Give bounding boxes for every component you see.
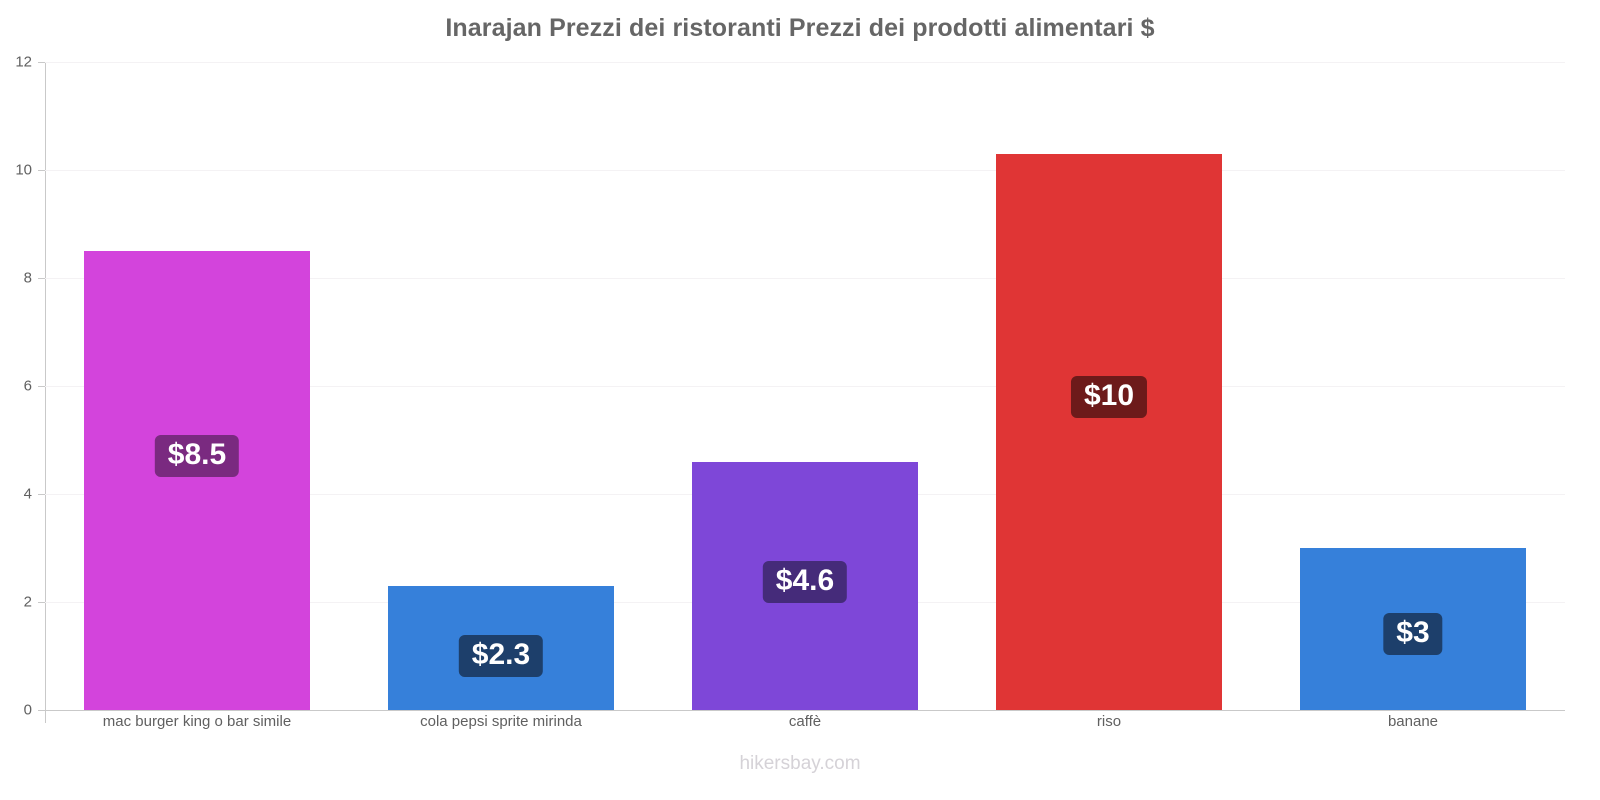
bar[interactable]: $2.3 [387,585,615,710]
y-tick-label: 2 [23,593,32,611]
bar[interactable]: $4.6 [691,461,919,710]
bar-value-label: $2.3 [458,635,544,678]
x-axis-origin-tick [45,711,46,723]
gridline-0 [45,710,1565,711]
chart-title: Inarajan Prezzi dei ristoranti Prezzi de… [445,14,1155,42]
gridline-12 [45,62,1565,63]
y-tick-label: 6 [23,377,32,395]
y-tick-mark [38,494,45,495]
gridline-10 [45,170,1565,171]
y-tick-label: 8 [23,269,32,287]
bar-value-label: $8.5 [154,434,240,477]
x-tick-label: caffè [788,713,822,730]
gridline-8 [45,278,1565,279]
bar-value-label: $3 [1383,612,1443,655]
x-tick-label: cola pepsi sprite mirinda [420,713,582,730]
x-tick-label: banane [1387,713,1439,730]
y-tick-label: 10 [15,161,32,179]
bar-value-label: $4.6 [762,560,848,603]
x-tick-label: riso [1096,713,1122,730]
y-tick-mark [38,710,45,711]
bar[interactable]: $10 [995,153,1223,710]
plot-area: $8.5 $2.3 $4.6 $10 $3 [45,62,1565,711]
y-tick-mark [38,170,45,171]
y-tick-label: 12 [15,53,32,71]
y-tick-label: 4 [23,485,32,503]
source-watermark: hikersbay.com [739,753,861,774]
gridline-6 [45,386,1565,387]
x-tick-label: mac burger king o bar simile [102,713,292,730]
y-tick-mark [38,386,45,387]
y-tick-mark [38,62,45,63]
y-tick-label: 0 [23,701,32,719]
y-tick-mark [38,602,45,603]
bar-value-label: $10 [1070,376,1148,419]
bar[interactable]: $8.5 [83,251,311,710]
bar[interactable]: $3 [1299,548,1527,710]
y-tick-mark [38,278,45,279]
